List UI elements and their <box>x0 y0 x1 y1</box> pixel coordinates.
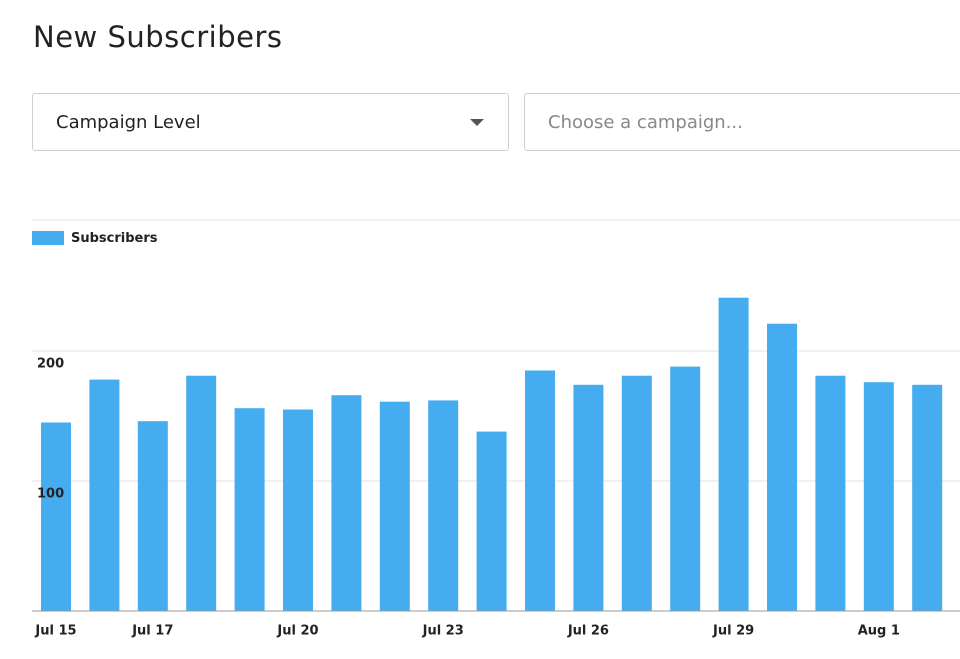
bar <box>476 431 507 611</box>
bar <box>621 375 652 611</box>
x-tick-label: Jul 23 <box>422 624 464 639</box>
bar <box>234 408 265 611</box>
dropdown-label: Campaign Level <box>56 111 201 133</box>
bar <box>525 370 555 611</box>
bar <box>573 384 604 611</box>
bar <box>718 297 749 611</box>
y-tick-label: 200 <box>37 357 64 372</box>
bar <box>670 366 701 611</box>
bar <box>41 422 71 611</box>
bar <box>815 375 846 611</box>
bar <box>137 421 168 611</box>
campaign-input[interactable]: Choose a campaign... <box>524 93 960 151</box>
bar <box>89 379 120 611</box>
x-tick-label: Jul 15 <box>34 624 76 639</box>
level-dropdown[interactable]: Campaign Level <box>32 93 509 151</box>
y-tick-label: 100 <box>37 487 64 502</box>
page-title: New Subscribers <box>33 20 283 54</box>
bar <box>331 395 362 611</box>
placeholder: Choose a campaign... <box>548 111 743 133</box>
bar <box>767 323 797 611</box>
legend-label: Subscribers <box>71 231 158 246</box>
x-tick-label: Jul 20 <box>276 624 318 639</box>
bar <box>186 375 217 611</box>
x-tick-label: Jul 26 <box>567 624 609 639</box>
bar <box>863 382 894 611</box>
bar <box>428 400 459 611</box>
bar <box>379 401 410 611</box>
x-tick-label: Jul 29 <box>712 624 754 639</box>
x-tick-label: Jul 17 <box>131 624 173 639</box>
dropdown-arrow <box>470 119 484 126</box>
bar <box>912 384 943 611</box>
legend-swatch <box>32 231 64 245</box>
bar <box>283 409 313 611</box>
x-tick-label: Aug 1 <box>858 624 900 639</box>
